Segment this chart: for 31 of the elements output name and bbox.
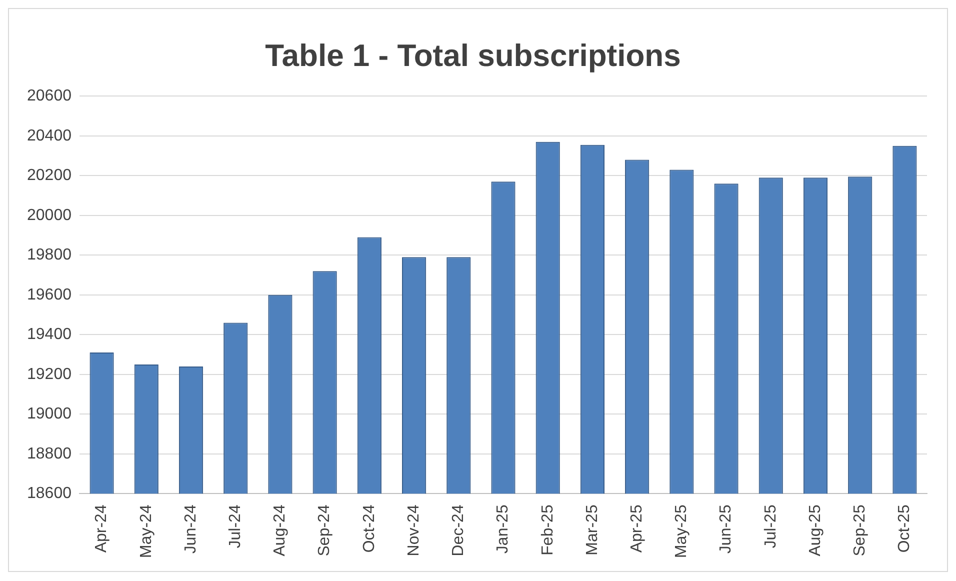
x-tick-label: May-25 bbox=[673, 504, 690, 558]
x-tick-label: Jul-24 bbox=[227, 504, 244, 548]
x-tick-label: Jul-25 bbox=[762, 504, 780, 548]
y-tick-label: 19600 bbox=[26, 286, 72, 304]
y-tick-label: 20400 bbox=[26, 127, 72, 144]
y-tick-label: 19200 bbox=[26, 366, 72, 383]
x-tick-label: Aug-25 bbox=[806, 504, 824, 556]
x-tick-label: Nov-24 bbox=[405, 504, 422, 556]
chart-title: Table 1 - Total subscriptions bbox=[265, 38, 681, 74]
y-tick-label: 18800 bbox=[26, 445, 72, 462]
x-tick-label: Sep-25 bbox=[852, 504, 868, 556]
x-tick-label: Jun-25 bbox=[718, 504, 735, 554]
x-tick-label: Apr-24 bbox=[93, 504, 110, 553]
y-tick-label: 20600 bbox=[26, 88, 72, 105]
x-tick-label: Dec-24 bbox=[450, 504, 468, 556]
y-tick-label: 20200 bbox=[26, 167, 72, 184]
x-tick-label: Feb-25 bbox=[539, 504, 556, 556]
y-tick-label: 19000 bbox=[26, 406, 72, 423]
x-tick-label: Mar-25 bbox=[584, 504, 601, 556]
y-tick-label: 19800 bbox=[26, 246, 72, 264]
x-tick-label: Oct-25 bbox=[896, 504, 914, 553]
x-tick-label: May-24 bbox=[138, 504, 155, 558]
x-tick-label: Jan-25 bbox=[494, 504, 512, 554]
y-tick-label: 18600 bbox=[26, 485, 72, 502]
x-tick-label: Apr-25 bbox=[628, 504, 646, 553]
x-tick-label: Aug-24 bbox=[272, 504, 289, 556]
x-tick-label: Jun-24 bbox=[182, 504, 200, 554]
y-tick-label: 20000 bbox=[26, 206, 72, 224]
x-tick-label: Sep-24 bbox=[316, 504, 334, 556]
y-tick-label: 19400 bbox=[26, 326, 72, 344]
x-tick-label: Oct-24 bbox=[360, 504, 378, 553]
